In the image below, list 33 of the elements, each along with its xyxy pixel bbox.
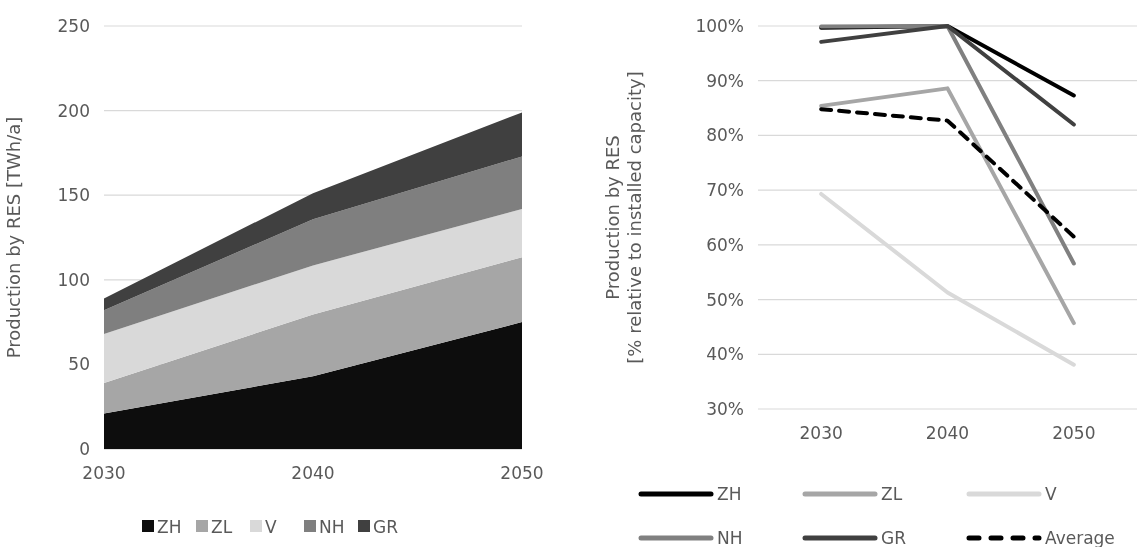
legend-label: NH	[319, 516, 345, 537]
legend-label: ZH	[157, 516, 182, 537]
y-tick-label: 40%	[706, 344, 744, 365]
y-tick-label: 50	[68, 354, 90, 375]
y-tick-label: 150	[57, 185, 90, 206]
y-tick-label: 60%	[706, 234, 744, 255]
legend-label: ZL	[881, 483, 903, 504]
y-tick-label: 80%	[706, 125, 744, 146]
legend-label: ZL	[211, 516, 233, 537]
y-tick-label: 90%	[706, 70, 744, 91]
x-tick-label: 2030	[82, 463, 126, 483]
y-tick-label: 30%	[706, 398, 744, 419]
legend-label: GR	[881, 527, 907, 547]
x-tick-label: 2050	[500, 463, 544, 483]
x-tick-label: 2030	[799, 423, 843, 443]
legend-label: V	[1045, 483, 1057, 504]
legend-label: NH	[717, 527, 743, 547]
legend-label: Average	[1045, 527, 1115, 547]
y-tick-label: 100	[57, 269, 90, 290]
y-axis-title: Production by RES [TWh/a]	[3, 116, 24, 359]
legend-label: ZH	[717, 483, 742, 504]
y-tick-label: 200	[57, 100, 90, 121]
y-tick-label: 250	[57, 15, 90, 36]
y-axis-title: Production by RES [% relative to installed capacity]	[602, 71, 645, 364]
y-tick-label: 70%	[706, 180, 744, 201]
x-tick-label: 2040	[925, 423, 970, 443]
legend-label: V	[265, 516, 277, 537]
legend-label: GR	[373, 516, 399, 537]
x-tick-label: 2050	[1052, 423, 1096, 443]
y-tick-label: 0	[79, 438, 90, 459]
x-tick-label: 2040	[291, 463, 335, 483]
y-tick-label: 50%	[706, 289, 744, 310]
y-tick-label: 100%	[695, 15, 744, 36]
